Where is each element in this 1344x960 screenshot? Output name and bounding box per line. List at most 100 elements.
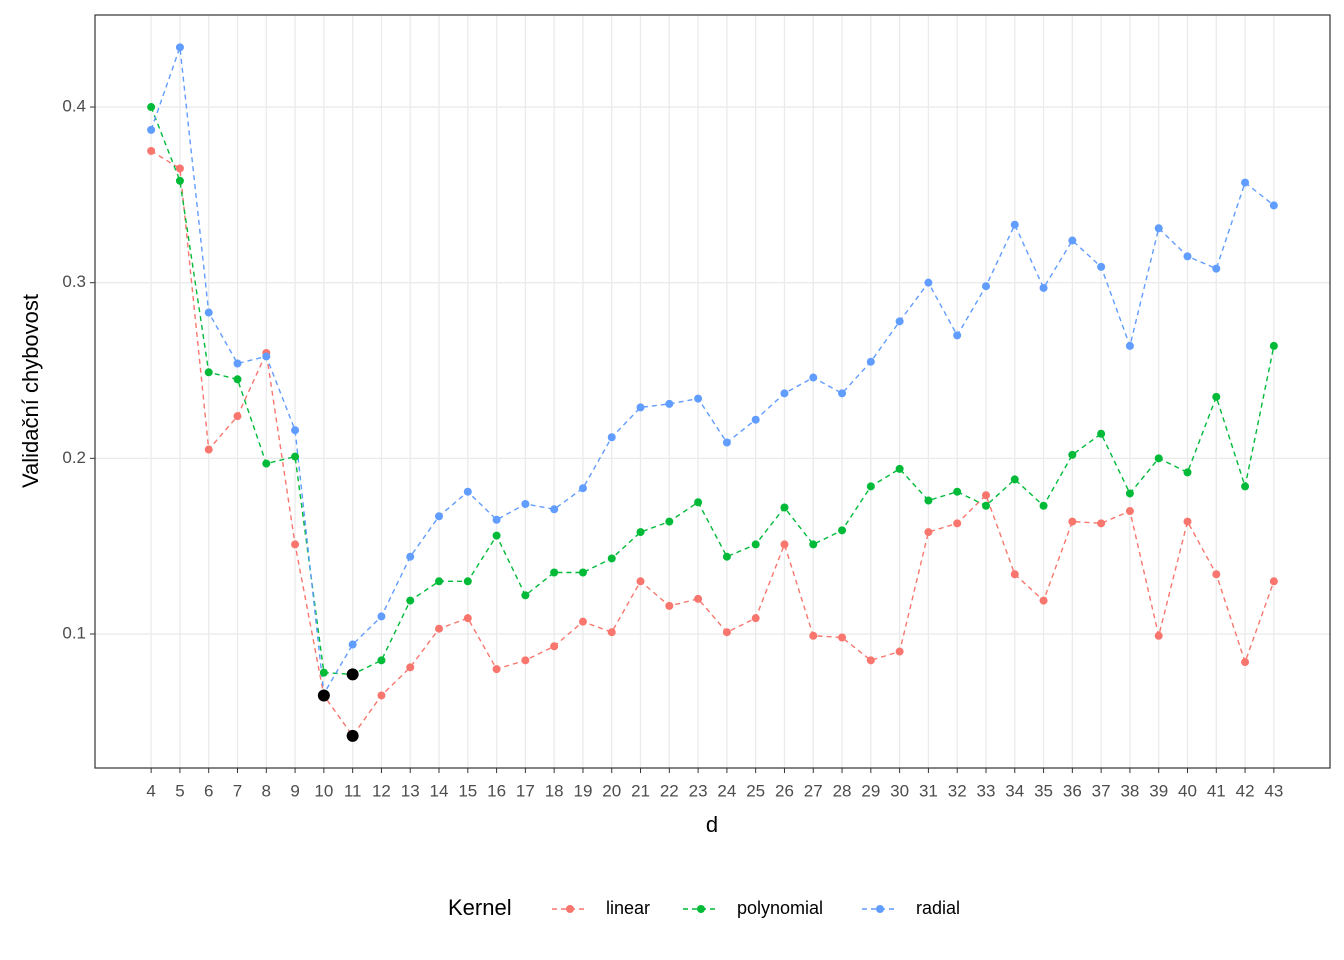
data-point [1212, 392, 1221, 401]
x-tick-label: 27 [804, 781, 823, 800]
x-tick-label: 33 [977, 781, 996, 800]
data-point [550, 568, 559, 577]
legend-label: polynomial [737, 898, 823, 918]
x-tick-label: 6 [204, 781, 213, 800]
data-point [895, 317, 904, 326]
data-point [492, 515, 501, 524]
data-point [838, 526, 847, 535]
x-tick-label: 28 [833, 781, 852, 800]
highlight-point [346, 729, 359, 742]
data-point [204, 308, 213, 317]
x-axis-title: d [706, 812, 718, 837]
x-tick-label: 39 [1149, 781, 1168, 800]
data-point [406, 552, 415, 561]
data-point [981, 491, 990, 500]
legend-key-point [697, 905, 705, 913]
data-point [1241, 178, 1250, 187]
x-tick-label: 15 [458, 781, 477, 800]
data-point [1269, 201, 1278, 210]
x-tick-label: 34 [1005, 781, 1024, 800]
legend-label: linear [606, 898, 650, 918]
x-tick-label: 36 [1063, 781, 1082, 800]
data-point [1068, 450, 1077, 459]
data-point [1010, 475, 1019, 484]
highlight-point [317, 689, 330, 702]
data-point [578, 617, 587, 626]
x-tick-label: 5 [175, 781, 184, 800]
data-point [521, 500, 530, 509]
data-point [1241, 482, 1250, 491]
data-point [780, 503, 789, 512]
legend-key-point [566, 905, 574, 913]
data-point [291, 452, 300, 461]
data-point [1125, 489, 1134, 498]
data-point [233, 412, 242, 421]
data-point [550, 642, 559, 651]
data-point [1125, 507, 1134, 516]
x-tick-label: 40 [1178, 781, 1197, 800]
y-tick-label: 0.3 [62, 272, 86, 291]
data-point [262, 459, 271, 468]
data-point [636, 528, 645, 537]
series-line [150, 150, 1275, 738]
data-point [1269, 577, 1278, 586]
x-tick-label: 32 [948, 781, 967, 800]
data-point [866, 656, 875, 665]
data-point [348, 640, 357, 649]
x-tick-label: 29 [861, 781, 880, 800]
series-line [150, 47, 1275, 696]
data-point [1068, 517, 1077, 526]
x-tick-label: 12 [372, 781, 391, 800]
data-point [809, 373, 818, 382]
data-point [435, 512, 444, 521]
data-point [1097, 262, 1106, 271]
data-point [722, 552, 731, 561]
x-tick-label: 25 [746, 781, 765, 800]
data-point [895, 647, 904, 656]
data-point [780, 540, 789, 549]
data-point [492, 665, 501, 674]
data-point [463, 614, 472, 623]
data-point [1269, 341, 1278, 350]
y-tick-label: 0.4 [62, 97, 86, 116]
x-tick-label: 43 [1264, 781, 1283, 800]
data-point [722, 628, 731, 637]
legend-title: Kernel [448, 895, 512, 920]
x-tick-label: 14 [430, 781, 449, 800]
data-point [1183, 252, 1192, 261]
data-point [780, 389, 789, 398]
panel-border [94, 14, 1331, 769]
data-point [1241, 658, 1250, 667]
data-point [1097, 429, 1106, 438]
data-point [866, 357, 875, 366]
data-point [463, 577, 472, 586]
data-point [751, 415, 760, 424]
x-tick-label: 35 [1034, 781, 1053, 800]
data-point [233, 359, 242, 368]
x-tick-label: 18 [545, 781, 564, 800]
data-point [233, 375, 242, 384]
data-point [636, 577, 645, 586]
data-point [665, 399, 674, 408]
data-point [1068, 236, 1077, 245]
data-point [665, 517, 674, 526]
data-point [607, 433, 616, 442]
x-tick-label: 41 [1207, 781, 1226, 800]
data-point [578, 484, 587, 493]
data-point [838, 633, 847, 642]
data-point [291, 540, 300, 549]
data-point [751, 540, 760, 549]
x-tick-label: 30 [890, 781, 909, 800]
y-tick-label: 0.1 [62, 623, 86, 642]
data-point [1039, 501, 1048, 510]
data-point [1212, 264, 1221, 273]
x-tick-label: 8 [262, 781, 271, 800]
data-point [809, 631, 818, 640]
series-line [150, 106, 1275, 676]
data-point [1039, 596, 1048, 605]
data-point [578, 568, 587, 577]
x-tick-label: 16 [487, 781, 506, 800]
data-point [924, 496, 933, 505]
data-point [751, 614, 760, 623]
